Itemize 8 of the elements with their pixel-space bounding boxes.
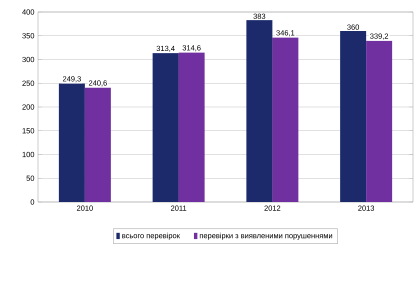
bar <box>58 84 85 202</box>
bar <box>340 31 366 202</box>
bar <box>366 40 392 202</box>
bar <box>84 88 111 202</box>
bar <box>246 20 272 202</box>
bar <box>272 38 298 202</box>
bar <box>152 53 179 202</box>
bar <box>178 52 205 202</box>
